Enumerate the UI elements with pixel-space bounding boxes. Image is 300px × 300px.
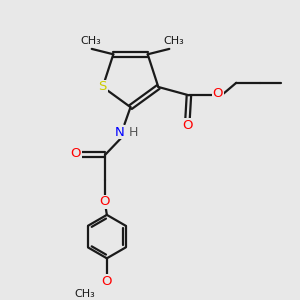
Text: CH₃: CH₃ xyxy=(80,36,101,46)
Text: O: O xyxy=(70,147,81,160)
Text: CH₃: CH₃ xyxy=(163,36,184,46)
Text: O: O xyxy=(101,275,112,288)
Text: H: H xyxy=(129,126,139,139)
Text: S: S xyxy=(98,80,107,94)
Text: O: O xyxy=(182,118,193,132)
Text: O: O xyxy=(100,195,110,208)
Text: N: N xyxy=(115,126,125,139)
Text: CH₃: CH₃ xyxy=(75,290,95,299)
Text: O: O xyxy=(212,87,223,101)
